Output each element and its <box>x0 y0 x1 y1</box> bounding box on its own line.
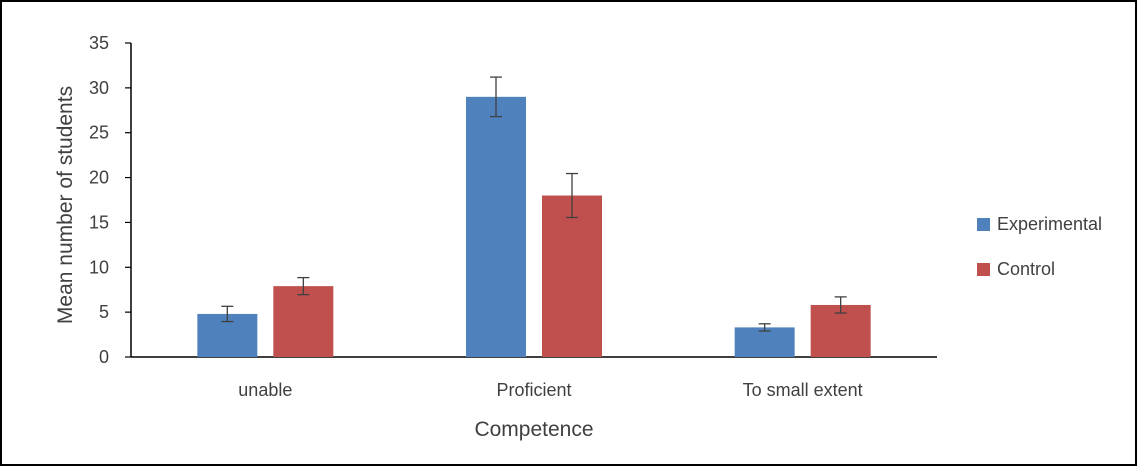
legend-swatch <box>977 218 990 231</box>
legend-label: Experimental <box>997 214 1102 234</box>
y-tick-label: 10 <box>89 257 109 277</box>
x-tick-label: unable <box>238 380 292 400</box>
y-tick-label: 25 <box>89 123 109 143</box>
bar <box>466 96 526 357</box>
bar <box>542 195 602 357</box>
error-bars <box>221 76 847 332</box>
tick-labels: 0 5 10 15 20 25 30 35 unable Proficient To small e… <box>89 33 863 400</box>
axes <box>125 42 937 358</box>
y-tick-label: 5 <box>99 302 109 322</box>
legend-swatch <box>977 263 990 276</box>
x-axis-title: Competence <box>474 418 593 441</box>
legend: Experimental Control <box>977 214 1102 279</box>
bar <box>273 286 334 357</box>
bar <box>734 327 795 357</box>
x-tick-label: To small extent <box>743 380 863 400</box>
y-tick-label: 15 <box>89 212 109 232</box>
y-tick-label: 30 <box>89 78 109 98</box>
bars <box>197 96 871 357</box>
y-tick-label: 0 <box>99 347 109 367</box>
y-axis-title: Mean number of students <box>54 86 77 324</box>
x-tick-label: Proficient <box>496 380 571 400</box>
legend-label: Control <box>997 259 1055 279</box>
y-tick-label: 20 <box>89 168 109 188</box>
y-tick-label: 35 <box>89 33 109 53</box>
